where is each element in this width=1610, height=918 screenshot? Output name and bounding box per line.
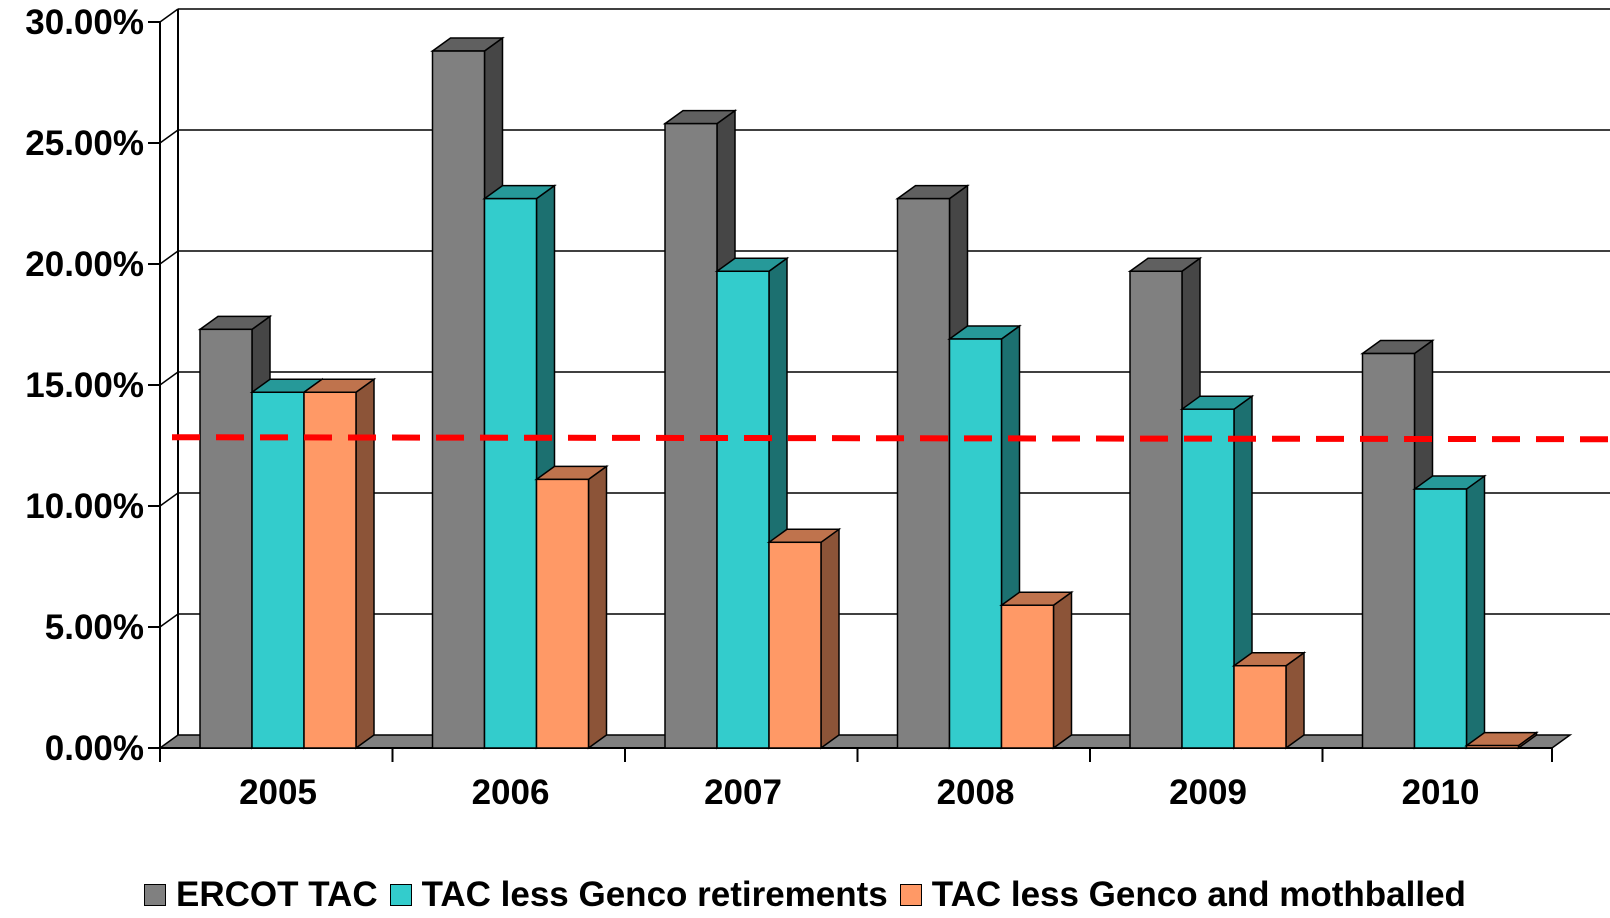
x-tick-label-0: 2005 <box>239 773 317 812</box>
bar-chart: 0.00% 5.00% 10.00% 15.00% 20.00% 25.00% 30.00%… <box>25 3 1610 812</box>
bar-side-5-1 <box>1465 474 1486 750</box>
x-tick-label-3: 2008 <box>937 773 1015 812</box>
bar-side-3-2 <box>1052 590 1073 750</box>
tick-labels: 0.00% 5.00% 10.00% 15.00% 20.00% 25.00% 30.00%… <box>25 3 1479 812</box>
bars <box>197 36 1539 750</box>
bar-front-1-1 <box>483 197 538 749</box>
legend-item-1: TAC less Genco retirements <box>389 875 888 915</box>
y-tick-label-0: 0.00% <box>45 729 144 768</box>
bar-5-1 <box>1412 474 1487 750</box>
gridline-diag-6 <box>159 8 179 23</box>
x-tick-label-1: 2006 <box>472 773 550 812</box>
legend-label-2: TAC less Genco and mothballed <box>931 875 1466 914</box>
bar-front-3-0 <box>896 197 951 749</box>
y-tick-label-5: 25.00% <box>25 124 144 163</box>
legend-swatch-2 <box>899 884 922 906</box>
y-tick-label-2: 10.00% <box>25 487 144 526</box>
bar-front-2-2 <box>768 541 822 749</box>
legend-label-1: TAC less Genco retirements <box>421 875 888 914</box>
gridline-diag-5 <box>159 129 179 144</box>
x-tick-label-4: 2009 <box>1169 773 1247 812</box>
bar-front-0-0 <box>199 328 253 749</box>
bar-side-2-2 <box>820 527 840 750</box>
gridline-diag-1 <box>159 613 179 628</box>
x-tick-label-2: 2007 <box>704 773 782 812</box>
x-tick-label-5: 2010 <box>1402 773 1480 812</box>
bar-side-4-2 <box>1285 651 1305 750</box>
bar-front-4-2 <box>1233 664 1287 749</box>
legend-item-2: TAC less Genco and mothballed <box>899 875 1466 915</box>
y-tick-label-4: 20.00% <box>25 245 144 284</box>
bar-4-2 <box>1231 651 1307 750</box>
bar-front-5-0 <box>1361 352 1416 749</box>
reference-line-group <box>171 434 1610 443</box>
bar-side-1-2 <box>587 464 608 750</box>
bar-front-4-1 <box>1181 408 1235 749</box>
legend-label-0: ERCOT TAC <box>176 875 378 914</box>
legend: ERCOT TAC TAC less Genco retirements TAC… <box>0 872 1610 918</box>
bar-front-5-1 <box>1413 488 1468 749</box>
legend-swatch-1 <box>389 884 412 906</box>
bar-front-0-2 <box>303 391 357 749</box>
reference-line <box>171 434 1610 443</box>
bar-front-1-2 <box>535 478 590 749</box>
bar-front-2-1 <box>716 270 770 749</box>
y-tick-label-6: 30.00% <box>25 3 144 42</box>
bar-1-2 <box>534 464 609 750</box>
bar-front-3-2 <box>1000 604 1055 749</box>
bar-front-4-0 <box>1129 270 1183 749</box>
y-tick-label-3: 15.00% <box>25 366 144 405</box>
bar-2-2 <box>766 527 842 750</box>
y-tick-label-1: 5.00% <box>45 608 144 647</box>
bar-front-5-2 <box>1465 744 1520 749</box>
gridline-diag-4 <box>159 250 179 265</box>
gridline-diag-3 <box>159 371 179 386</box>
bar-front-3-1 <box>948 338 1003 749</box>
bar-5-2 <box>1464 731 1539 750</box>
bar-front-0-1 <box>251 391 305 749</box>
legend-swatch-0 <box>144 884 167 906</box>
bar-front-1-0 <box>431 50 486 749</box>
bar-0-2 <box>301 377 377 750</box>
gridline-diag-2 <box>159 492 179 507</box>
legend-item-0: ERCOT TAC <box>144 875 378 915</box>
bar-3-2 <box>999 590 1074 750</box>
